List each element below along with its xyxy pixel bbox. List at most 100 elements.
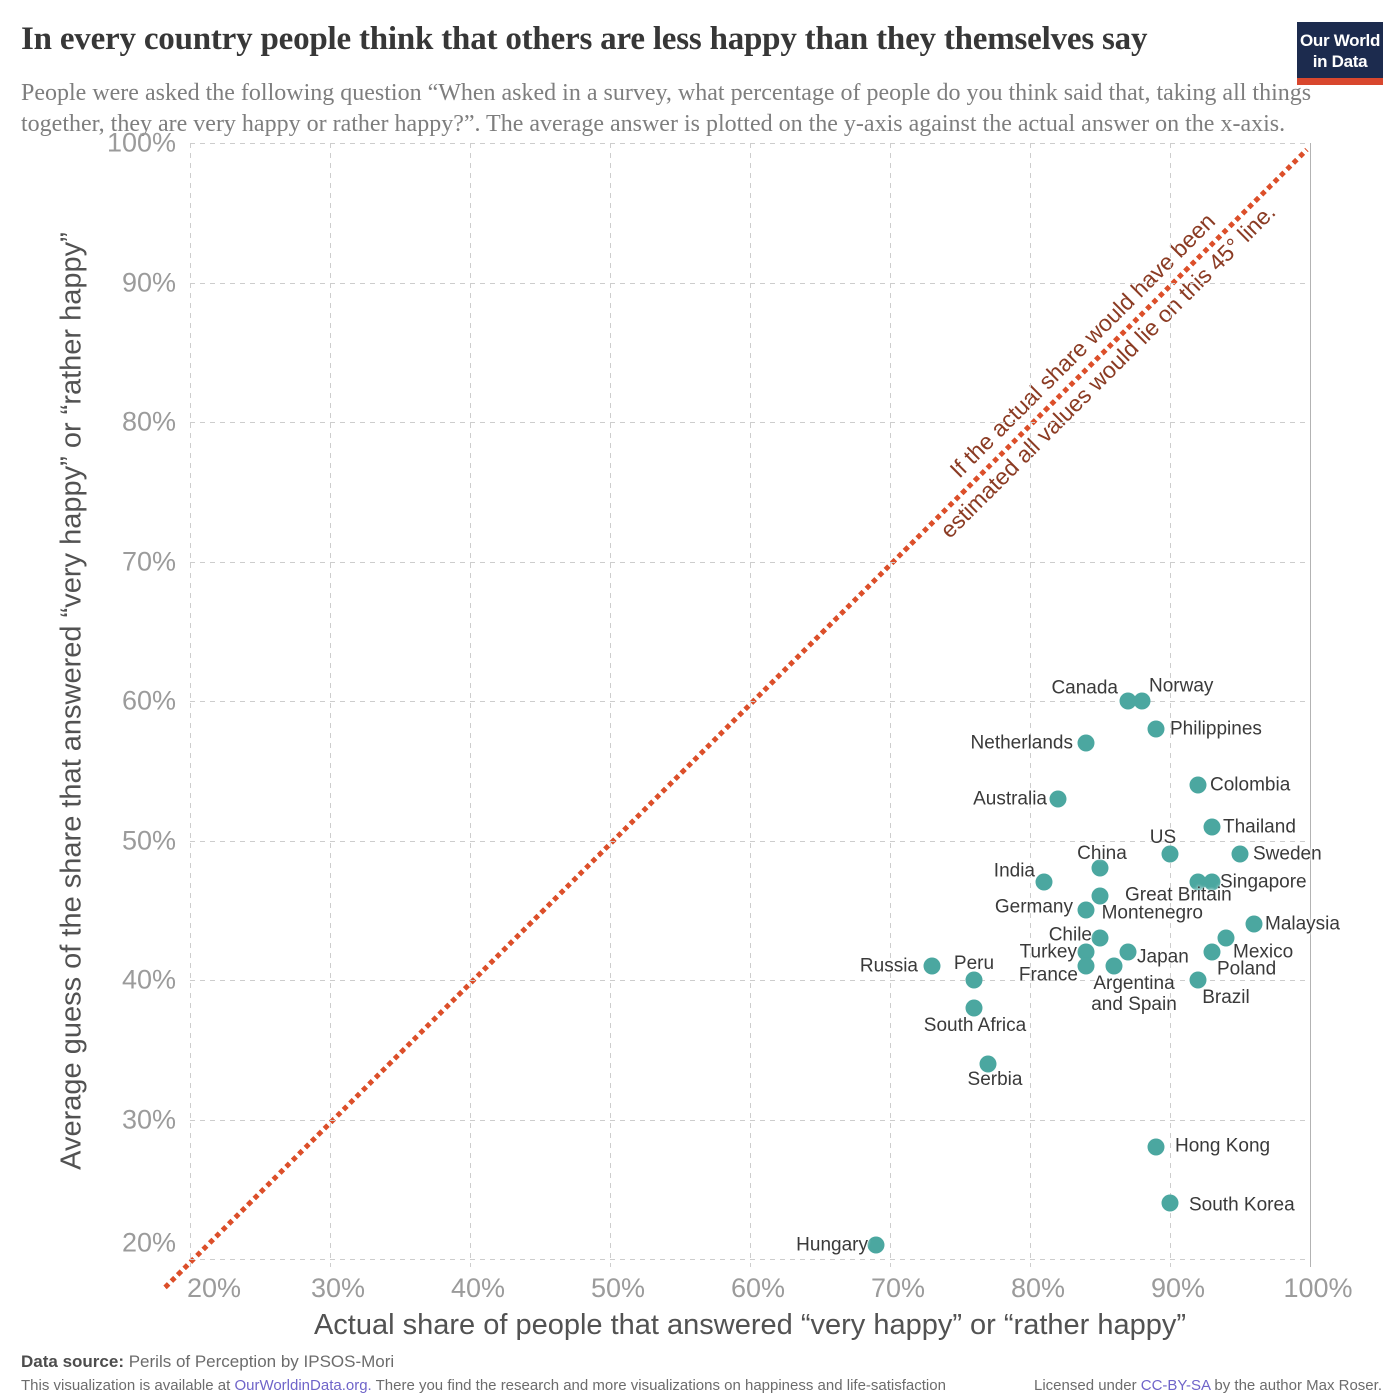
data-point-great-britain[interactable] [1091, 887, 1109, 905]
x-axis-title: Actual share of people that answered “ve… [313, 1309, 1187, 1341]
data-point-japan[interactable] [1119, 943, 1137, 961]
plot-area: If the actual share would have been esti… [107, 128, 1353, 1342]
owid-logo-line2: in Data [1312, 52, 1368, 71]
x-tick-label: 90% [1150, 1273, 1206, 1303]
data-point-south-korea[interactable] [1161, 1194, 1179, 1212]
diagonal-annotation-line2: estimated all values would lie on this 4… [934, 198, 1281, 543]
data-point-label-russia: Russia [859, 955, 918, 977]
data-point-singapore[interactable] [1203, 873, 1221, 891]
data-point-malaysia[interactable] [1245, 915, 1263, 933]
data-point-label-france: France [1018, 964, 1078, 986]
v-gridline-20% [190, 143, 191, 1267]
data-point-russia[interactable] [923, 957, 941, 975]
footer-note-pre: This visualization is available at [21, 1377, 235, 1394]
owid-logo-red-bar [1297, 78, 1383, 85]
data-point-label-philippines: Philippines [1170, 718, 1262, 740]
data-point-colombia[interactable] [1189, 776, 1207, 794]
y-tick-label: 20% [121, 1227, 176, 1258]
data-point-label-peru: Peru [953, 953, 995, 974]
data-point-label-us: US [1149, 827, 1177, 849]
data-point-argentina-and-spain[interactable] [1105, 957, 1123, 975]
data-point-label-argentina-and-spain: Argentina and Spain [1091, 973, 1177, 1016]
owid-logo-text: Our World in Data [1297, 22, 1383, 72]
chart-subtitle: People were asked the following question… [21, 80, 1312, 137]
data-point-peru[interactable] [965, 971, 983, 989]
data-point-hungary[interactable] [867, 1236, 885, 1254]
x-tick-label: 50% [590, 1273, 646, 1303]
diagonal-annotation-line1: If the actual share would have been [944, 207, 1221, 483]
v-gridline-90% [1170, 143, 1171, 1267]
data-point-china[interactable] [1091, 859, 1109, 877]
data-point-label-norway: Norway [1149, 675, 1214, 697]
h-gridline-90% [190, 282, 1310, 284]
data-point-france[interactable] [1077, 957, 1095, 975]
data-point-label-hong-kong: Hong Kong [1175, 1135, 1271, 1157]
data-point-norway[interactable] [1133, 692, 1151, 710]
v-gridline-80% [1030, 143, 1031, 1267]
v-gridline-50% [610, 143, 611, 1267]
data-point-label-mexico: Mexico [1233, 941, 1294, 963]
data-point-label-sweden: Sweden [1253, 843, 1322, 865]
data-point-poland[interactable] [1203, 943, 1221, 961]
x-tick-label: 20% [186, 1273, 242, 1303]
cc-by-sa-link[interactable]: CC-BY-SA [1140, 1377, 1211, 1394]
data-point-label-colombia: Colombia [1210, 774, 1291, 796]
data-point-sweden[interactable] [1231, 845, 1249, 863]
x-tick-label: 100% [1283, 1273, 1353, 1303]
footer-note: This visualization is available at OurWo… [21, 1377, 946, 1394]
owid-logo: Our World in Data [1297, 22, 1383, 85]
owid-link[interactable]: OurWorldinData.org. [234, 1377, 372, 1394]
data-point-label-brazil: Brazil [1202, 987, 1250, 1008]
x-tick-label: 30% [310, 1273, 366, 1303]
h-gridline-100% [190, 143, 1310, 144]
data-point-chile[interactable] [1091, 929, 1109, 947]
y-tick-label: 60% [121, 685, 176, 716]
x-tick-label: 70% [870, 1273, 926, 1303]
data-point-label-hungary: Hungary [796, 1234, 868, 1256]
data-point-label-malaysia: Malaysia [1265, 913, 1340, 935]
data-point-label-thailand: Thailand [1223, 816, 1296, 838]
data-point-germany[interactable] [1077, 901, 1095, 919]
footer-data-source-label: Data source: [21, 1352, 124, 1371]
y-tick-label: 40% [121, 964, 176, 995]
data-point-hong-kong[interactable] [1147, 1138, 1165, 1156]
data-point-label-montenegro: Montenegro [1101, 902, 1203, 924]
h-gridline-80% [190, 422, 1310, 423]
footer-license: Licensed under CC-BY-SA by the author Ma… [1034, 1377, 1382, 1394]
data-point-philippines[interactable] [1147, 720, 1165, 738]
data-point-thailand[interactable] [1203, 818, 1221, 836]
data-point-turkey[interactable] [1077, 943, 1095, 961]
chart-title: In every country people think that other… [21, 21, 1148, 57]
data-point-label-japan: Japan [1137, 946, 1189, 968]
y-tick-label: 70% [121, 546, 176, 576]
data-point-label-poland: Poland [1217, 958, 1277, 980]
v-gridline-30% [330, 143, 331, 1267]
data-point-india[interactable] [1035, 873, 1053, 891]
y-tick-label: 50% [121, 825, 176, 855]
data-point-label-south-korea: South Korea [1189, 1194, 1295, 1216]
data-point-serbia[interactable] [979, 1055, 997, 1073]
footer-data-source-value: Perils of Perception by IPSOS-Mori [123, 1352, 395, 1371]
h-gridline-60% [190, 701, 1310, 702]
v-gridline-60% [750, 143, 751, 1267]
data-point-label-great-britain: Great Britain [1125, 884, 1232, 906]
data-point-australia[interactable] [1049, 790, 1067, 808]
data-point-brazil[interactable] [1189, 971, 1207, 989]
y-axis-title: Average guess of the share that answered… [55, 232, 88, 1170]
v-gridline-100% [1310, 143, 1311, 1267]
data-point-montenegro[interactable] [1189, 873, 1207, 891]
data-point-canada[interactable] [1119, 692, 1137, 710]
data-point-label-turkey: Turkey [1019, 941, 1077, 963]
data-point-label-canada: Canada [1051, 677, 1118, 699]
h-gridline-70% [190, 561, 1310, 563]
owid-logo-line1: Our World [1299, 31, 1381, 50]
y-tick-label: 80% [121, 406, 176, 437]
v-gridline-40% [470, 143, 471, 1267]
data-point-us[interactable] [1161, 845, 1179, 863]
data-point-mexico[interactable] [1217, 929, 1235, 947]
data-point-netherlands[interactable] [1077, 734, 1095, 752]
v-gridline-70% [890, 143, 891, 1267]
data-point-label-netherlands: Netherlands [970, 732, 1073, 754]
data-point-south-africa[interactable] [965, 999, 983, 1017]
